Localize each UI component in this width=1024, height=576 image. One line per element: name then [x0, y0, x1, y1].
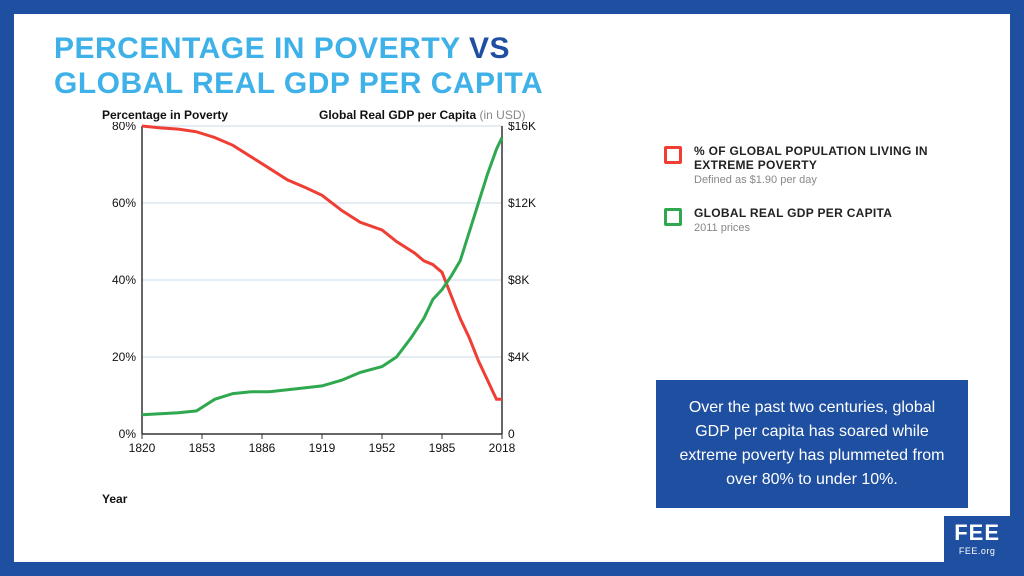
legend: % OF GLOBAL POPULATION LIVING IN EXTREME… [664, 144, 954, 254]
y-right-axis-label-main: Global Real GDP per Capita [319, 108, 476, 122]
title-part-2: GLOBAL REAL GDP PER CAPITA [54, 67, 543, 100]
legend-item: GLOBAL REAL GDP PER CAPITA 2011 prices [664, 206, 954, 234]
legend-text: GLOBAL REAL GDP PER CAPITA 2011 prices [694, 206, 892, 234]
svg-text:$12K: $12K [508, 196, 536, 210]
svg-text:60%: 60% [112, 196, 136, 210]
svg-text:1952: 1952 [369, 441, 396, 455]
legend-item: % OF GLOBAL POPULATION LIVING IN EXTREME… [664, 144, 954, 186]
y-right-axis-label-sub: (in USD) [476, 108, 525, 122]
legend-swatch-icon [664, 208, 682, 226]
legend-subtitle: Defined as $1.90 per day [694, 174, 954, 186]
svg-text:1853: 1853 [189, 441, 216, 455]
y-left-axis-label: Percentage in Poverty [102, 108, 228, 122]
legend-subtitle: 2011 prices [694, 222, 892, 234]
title-part-1: PERCENTAGE IN POVERTY [54, 32, 469, 65]
svg-text:0%: 0% [119, 427, 137, 441]
svg-text:1820: 1820 [129, 441, 156, 455]
legend-swatch-icon [664, 146, 682, 164]
svg-text:0: 0 [508, 427, 515, 441]
chart-title: PERCENTAGE IN POVERTY VS GLOBAL REAL GDP… [54, 32, 543, 101]
svg-text:80%: 80% [112, 122, 136, 133]
x-axis-label: Year [102, 492, 127, 506]
title-vs: VS [469, 32, 510, 65]
svg-text:1919: 1919 [309, 441, 336, 455]
legend-title: % OF GLOBAL POPULATION LIVING IN EXTREME… [694, 144, 954, 172]
svg-text:20%: 20% [112, 350, 136, 364]
svg-text:2018: 2018 [489, 441, 516, 455]
svg-text:1985: 1985 [429, 441, 456, 455]
svg-text:$4K: $4K [508, 350, 529, 364]
chart-area: Percentage in Poverty Global Real GDP pe… [54, 122, 574, 502]
source-badge: FEE FEE.org [944, 516, 1010, 562]
svg-text:$8K: $8K [508, 273, 529, 287]
legend-title: GLOBAL REAL GDP PER CAPITA [694, 206, 892, 220]
y-right-axis-label: Global Real GDP per Capita (in USD) [319, 108, 526, 122]
chart-svg: 0% 20% 40% 60% 80% 0 $4K $8K $12K $16K 1820 1853 188… [102, 122, 542, 462]
badge-sub: FEE.org [954, 546, 1000, 556]
svg-text:40%: 40% [112, 273, 136, 287]
svg-text:1886: 1886 [249, 441, 276, 455]
badge-main: FEE [954, 522, 1000, 544]
callout-box: Over the past two centuries, global GDP … [656, 380, 968, 508]
svg-text:$16K: $16K [508, 122, 536, 133]
legend-text: % OF GLOBAL POPULATION LIVING IN EXTREME… [694, 144, 954, 186]
content-frame: PERCENTAGE IN POVERTY VS GLOBAL REAL GDP… [14, 14, 1010, 562]
